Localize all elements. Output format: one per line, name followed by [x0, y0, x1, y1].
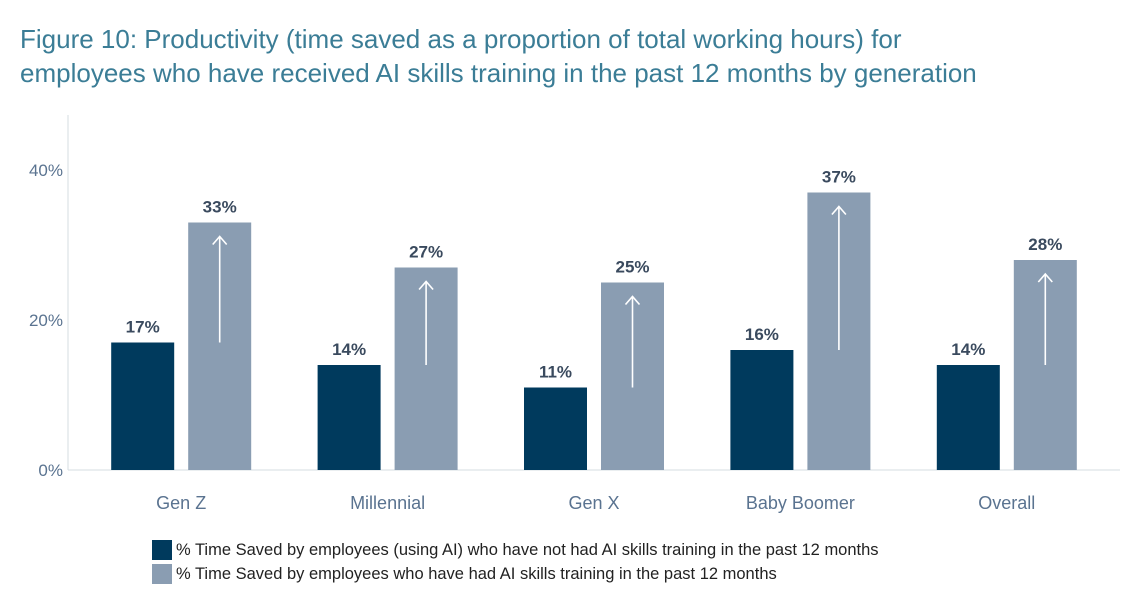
data-label: 37%	[822, 168, 856, 187]
chart-title-line-2: employees who have received AI skills tr…	[20, 58, 977, 88]
y-tick-label: 0%	[38, 461, 63, 480]
legend-item-untrained: % Time Saved by employees (using AI) who…	[152, 538, 879, 562]
x-tick-label: Millennial	[350, 493, 425, 513]
bar-untrained	[317, 365, 381, 470]
y-tick-label: 20%	[29, 311, 63, 330]
bar-untrained	[524, 387, 587, 470]
chart-title: Figure 10: Productivity (time saved as a…	[20, 22, 1130, 90]
data-label: 33%	[203, 198, 237, 217]
bar-untrained	[936, 365, 1000, 470]
bar-untrained	[730, 350, 794, 470]
chart-legend: % Time Saved by employees (using AI) who…	[152, 538, 879, 586]
data-label: 28%	[1028, 235, 1062, 254]
x-tick-label: Gen X	[568, 493, 619, 513]
increase-arrow-head	[831, 205, 847, 216]
legend-swatch-untrained	[152, 540, 172, 560]
data-label: 27%	[409, 243, 443, 262]
legend-item-trained: % Time Saved by employees who have had A…	[152, 562, 879, 586]
increase-arrow-head	[1037, 272, 1053, 283]
bar-chart: 0% 20% 40% 17% 33% Gen Z 14% 27% Millennial 11% 25…	[29, 115, 1120, 513]
data-label: 14%	[951, 340, 985, 359]
x-tick-label: Baby Boomer	[746, 493, 855, 513]
increase-arrow-head	[418, 280, 434, 291]
chart-title-line-1: Figure 10: Productivity (time saved as a…	[20, 24, 902, 54]
x-tick-label: Gen Z	[156, 493, 206, 513]
data-label: 16%	[745, 325, 779, 344]
increase-arrow-head	[212, 235, 228, 246]
legend-label-untrained: % Time Saved by employees (using AI) who…	[176, 540, 879, 559]
data-label: 14%	[332, 340, 366, 359]
data-label: 11%	[539, 363, 572, 382]
y-tick-label: 40%	[29, 161, 63, 180]
data-label: 25%	[615, 258, 649, 277]
legend-label-trained: % Time Saved by employees who have had A…	[176, 564, 777, 583]
x-tick-label: Overall	[978, 493, 1035, 513]
increase-arrow-head	[624, 295, 641, 306]
data-label: 17%	[126, 318, 160, 337]
bar-untrained	[111, 342, 175, 470]
legend-swatch-trained	[152, 564, 172, 584]
